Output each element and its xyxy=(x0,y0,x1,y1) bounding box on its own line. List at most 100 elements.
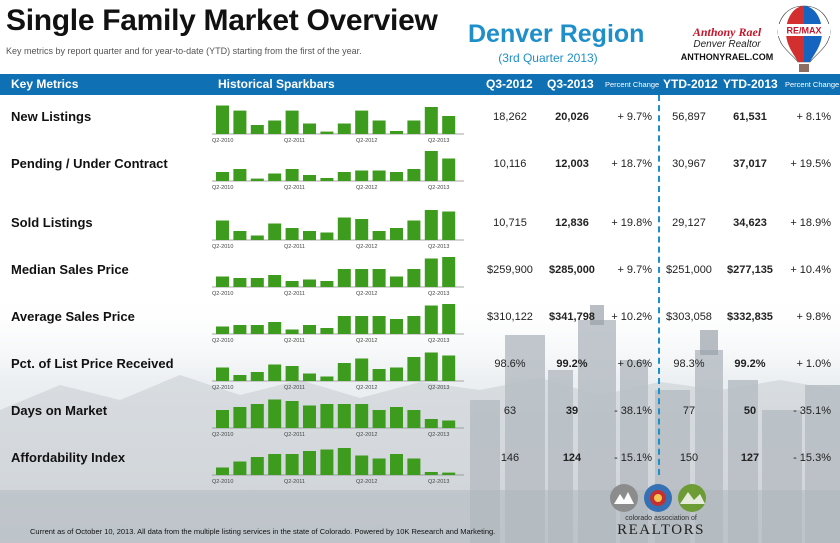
sparkbar xyxy=(303,405,316,428)
sparkbar xyxy=(268,364,282,381)
sparkbar xyxy=(233,169,247,181)
sparkbar xyxy=(303,231,316,240)
sparkbar xyxy=(442,116,456,134)
sparkbar xyxy=(442,355,456,381)
sparkbar xyxy=(250,125,264,134)
quarter-percent-change: + 18.7% xyxy=(611,158,652,170)
sparkbar xyxy=(407,220,421,240)
sparkbar xyxy=(407,357,421,381)
sparkbar-tick-label: Q2-2012 xyxy=(356,338,377,343)
ytd-2012-value: 98.3% xyxy=(673,358,705,370)
column-header-q-change: Percent Change xyxy=(605,80,660,89)
sparkbar xyxy=(285,401,299,428)
sparkbar xyxy=(250,235,264,240)
ytd-2013-value: 34,623 xyxy=(733,217,767,229)
sparkbar xyxy=(407,316,421,334)
sparkbar xyxy=(424,107,438,134)
sparkbar xyxy=(390,131,403,134)
ytd-2013-value: $332,835 xyxy=(727,311,773,323)
sparkbar xyxy=(233,231,247,240)
svg-text:REALTORS: REALTORS xyxy=(617,522,705,538)
sparkbar xyxy=(407,120,421,134)
table-row: New Listings 18,262 20,026 + 9.7% 56,897 61,5… xyxy=(0,95,840,143)
agent-website-link[interactable]: ANTHONYRAEL.COM xyxy=(680,52,774,62)
metric-label: New Listings xyxy=(11,109,92,124)
q3-2012-value: 10,116 xyxy=(493,158,527,170)
ytd-percent-change: - 15.3% xyxy=(793,452,831,464)
agent-title: Denver Realtor xyxy=(693,39,761,50)
sparkbar xyxy=(372,231,386,240)
sparkbar xyxy=(407,458,421,475)
sparkbar xyxy=(216,326,229,334)
sparkbar xyxy=(372,316,386,334)
svg-text:RE/MAX: RE/MAX xyxy=(786,26,821,36)
metric-label: Affordability Index xyxy=(11,450,126,465)
sparkbar xyxy=(442,420,456,428)
sparkbar-tick-label: Q2-2011 xyxy=(284,385,305,390)
sparkbar xyxy=(337,363,351,381)
sparkbar xyxy=(233,375,247,381)
q3-2012-value: $310,122 xyxy=(487,311,533,323)
region-title: Denver Region xyxy=(468,20,645,48)
sparkbar xyxy=(442,304,456,334)
table-row: Affordability Index 146 124 - 15.1% 150 127 - … xyxy=(0,436,840,484)
metric-label: Sold Listings xyxy=(11,215,93,230)
footer-note: Current as of October 10, 2013. All data… xyxy=(30,527,496,536)
sparkbar-tick-label: Q2-2012 xyxy=(356,385,377,390)
sparkbar xyxy=(268,173,282,181)
sparkbar xyxy=(390,367,403,381)
sparkbar xyxy=(372,410,386,428)
sparkbar xyxy=(320,232,334,240)
sparkbar xyxy=(355,358,369,381)
sparkbar xyxy=(233,110,247,134)
quarter-percent-change: + 9.7% xyxy=(617,111,652,123)
metric-label: Median Sales Price xyxy=(11,262,129,277)
sparkbar xyxy=(285,228,299,240)
ytd-2012-value: 77 xyxy=(682,405,696,417)
sparkbar-tick-label: Q2-2013 xyxy=(428,138,449,143)
sparkbar xyxy=(303,279,316,287)
ytd-2012-value: 150 xyxy=(679,452,699,464)
sparkbar-tick-label: Q2-2012 xyxy=(356,244,377,249)
sparkbar xyxy=(285,454,299,475)
metric-label: Pending / Under Contract xyxy=(11,156,168,171)
sparkbar xyxy=(285,169,299,181)
ytd-2013-value: 127 xyxy=(740,452,760,464)
ytd-percent-change: + 18.9% xyxy=(790,217,831,229)
q3-2013-value: 39 xyxy=(565,405,579,417)
table-row: Days on Market 63 39 - 38.1% 77 50 - 35.1% Q2-2… xyxy=(0,389,840,437)
sparkbar xyxy=(268,454,282,475)
sparkbar-tick-label: Q2-2011 xyxy=(284,432,305,437)
sparkbar-tick-label: Q2-2010 xyxy=(212,244,233,249)
q3-2013-value: 20,026 xyxy=(555,111,589,123)
sparkbar xyxy=(337,172,351,181)
sparkbar xyxy=(355,316,369,334)
remax-balloon-logo: RE/MAX xyxy=(777,5,831,72)
sparkbar-tick-label: Q2-2010 xyxy=(212,479,233,484)
sparkbar xyxy=(337,316,351,334)
q3-2013-value: $285,000 xyxy=(549,264,595,276)
quarter-percent-change: - 15.1% xyxy=(614,452,652,464)
sparkbar xyxy=(390,319,403,334)
sparkbar xyxy=(372,170,386,181)
sparkbar-chart: Q2-2010 Q2-2011 Q2-2012 Q2-2013 xyxy=(212,352,464,390)
sparkbar-tick-label: Q2-2012 xyxy=(356,432,377,437)
sparkbar-tick-label: Q2-2013 xyxy=(428,432,449,437)
sparkbar xyxy=(442,472,456,475)
metric-label: Average Sales Price xyxy=(11,309,135,324)
q3-2012-value: 146 xyxy=(500,452,520,464)
sparkbar-tick-label: Q2-2011 xyxy=(284,185,305,190)
sparkbar xyxy=(216,172,229,181)
sparkbar xyxy=(268,120,282,134)
q3-2012-value: 18,262 xyxy=(493,111,527,123)
sparkbar-chart: Q2-2010 Q2-2011 Q2-2012 Q2-2013 xyxy=(212,105,464,143)
sparkbar xyxy=(372,369,386,381)
sparkbar xyxy=(424,151,438,181)
table-row: Pct. of List Price Received 98.6% 99.2% + 0… xyxy=(0,342,840,390)
table-row: Pending / Under Contract 10,116 12,003 + 18… xyxy=(0,142,840,190)
sparkbar xyxy=(216,276,229,287)
table-header-bar: Key Metrics Historical Sparkbars Q3-2012… xyxy=(0,74,840,95)
sparkbar xyxy=(268,275,282,287)
sparkbar xyxy=(407,269,421,287)
ytd-percent-change: + 19.5% xyxy=(790,158,831,170)
